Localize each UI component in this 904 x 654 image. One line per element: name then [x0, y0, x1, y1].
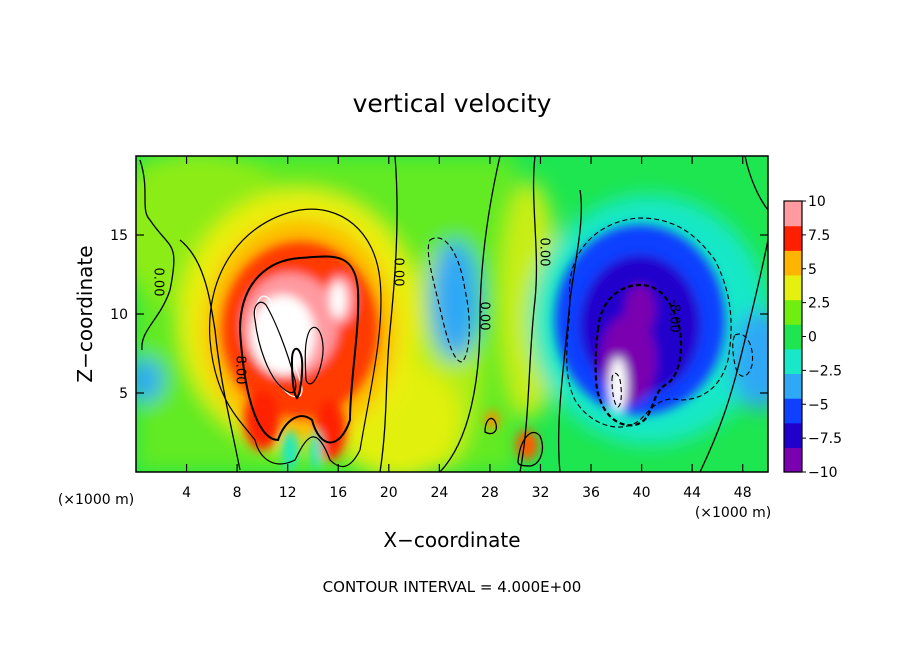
x-tick-label: 28: [481, 485, 499, 501]
x-axis-ticks: 4 8 12 16 20 24 28 32 36 40 44 48: [182, 156, 752, 501]
contour-label-zero-right: 0.00: [537, 238, 552, 267]
y-tick-label: 10: [110, 307, 128, 323]
colorbar-swatch: [784, 348, 802, 375]
colorbar-swatch: [784, 447, 802, 473]
colorbar-swatch: [784, 324, 802, 350]
colorbar-swatch: [784, 422, 802, 448]
velocity-field-core: [222, 225, 725, 470]
colorbar-swatch: [784, 398, 802, 424]
colorbar-tick-label: 0: [808, 330, 817, 346]
colorbar-tick-label: −2.5: [808, 363, 842, 379]
x-tick-label: 24: [430, 485, 448, 501]
colorbar-swatch: [784, 274, 802, 301]
negative-contours: [427, 217, 754, 428]
colorbar: 10 7.5 5 2.5 0 −2.5 −5 −7.5 −10: [783, 194, 842, 481]
x-tick-label: 12: [279, 485, 297, 501]
plot-area: 0.00 8.00 0.00 0.00 0.00 -8.00: [136, 156, 768, 472]
colorbar-tick-label: −7.5: [808, 431, 842, 447]
colorbar-tick-label: 5: [808, 262, 817, 278]
x-tick-label: 44: [683, 485, 701, 501]
colorbar-tick-label: −5: [808, 397, 829, 413]
colorbar-swatch: [784, 201, 802, 227]
colorbar-swatch: [784, 250, 802, 276]
colorbar-swatch: [784, 225, 802, 251]
x-tick-label: 48: [734, 485, 752, 501]
contour-label-zero-left: 0.00: [151, 268, 166, 297]
colorbar-swatch: [784, 299, 802, 325]
x-tick-label: 4: [182, 485, 191, 501]
x-unit-right: (×1000 m): [695, 505, 771, 521]
x-tick-label: 40: [633, 485, 651, 501]
zero-contours: [139, 156, 768, 472]
chart-title: vertical velocity: [353, 89, 552, 118]
contour-label-zero-mid: 0.00: [391, 258, 406, 287]
colorbar-swatch: [784, 373, 802, 399]
y-axis-label: Z−coordinate: [73, 245, 97, 382]
y-tick-label: 15: [110, 228, 128, 244]
colorbar-tick-label: 10: [808, 194, 826, 210]
x-tick-label: 32: [532, 485, 550, 501]
colorbar-tick-label: 2.5: [808, 296, 830, 312]
x-tick-label: 20: [380, 485, 398, 501]
x-tick-label: 36: [582, 485, 600, 501]
contour-label-zero-center: 0.00: [477, 302, 492, 331]
colorbar-tick-label: 7.5: [808, 228, 830, 244]
x-tick-label: 16: [329, 485, 347, 501]
updraft-contours: [209, 208, 382, 468]
y-axis-ticks: 5 10 15: [110, 228, 768, 402]
x-unit-left: (×1000 m): [58, 492, 134, 508]
x-axis-label: X−coordinate: [383, 528, 520, 552]
x-tick-label: 8: [233, 485, 242, 501]
colorbar-tick-label: −10: [808, 465, 838, 481]
y-tick-label: 5: [119, 386, 128, 402]
contour-label-updraft: 8.00: [233, 356, 248, 385]
contour-interval-note: CONTOUR INTERVAL = 4.000E+00: [323, 578, 582, 596]
contour-label-downdraft: -8.00: [667, 299, 682, 333]
